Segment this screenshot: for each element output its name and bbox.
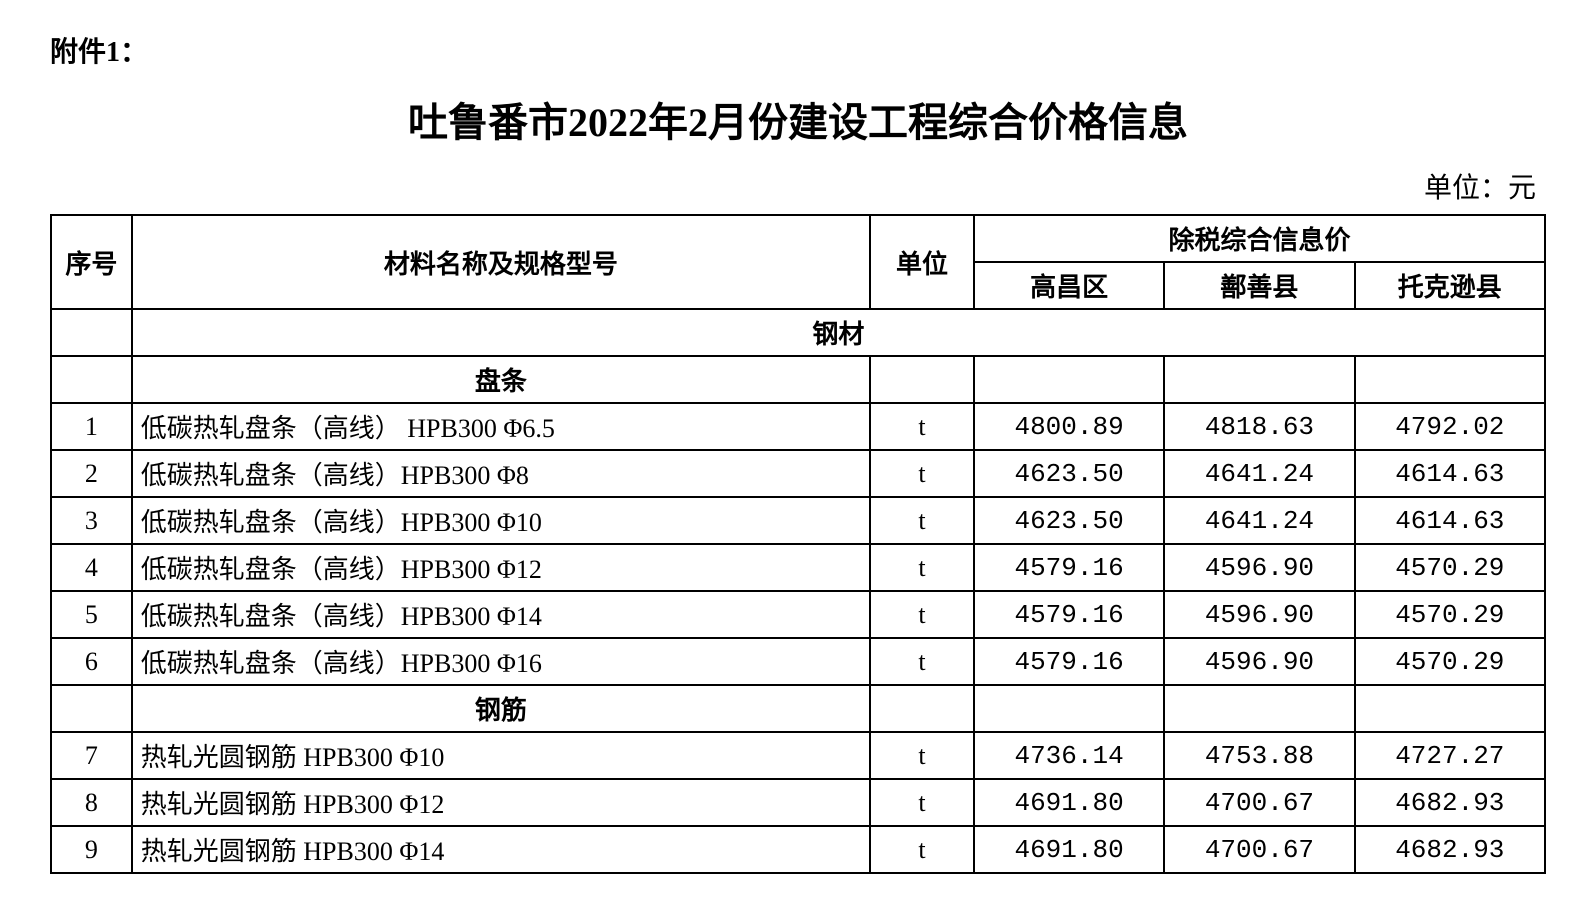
table-row: 6 低碳热轧盘条（高线）HPB300 Φ16 t 4579.16 4596.90… [51,638,1545,685]
category-seq-empty [51,309,132,356]
cell-price-shanshan: 4753.88 [1164,732,1354,779]
cell-price-gaochang: 4691.80 [974,779,1164,826]
cell-unit: t [870,403,974,450]
cell-price-shanshan: 4596.90 [1164,638,1354,685]
cell-price-gaochang: 4579.16 [974,638,1164,685]
cell-unit: t [870,779,974,826]
attachment-label: 附件1： [50,30,1546,70]
category-row-steel: 钢材 [51,309,1545,356]
cell-name: 低碳热轧盘条（高线）HPB300 Φ14 [132,591,870,638]
cell-unit: t [870,638,974,685]
cell-price-shanshan: 4641.24 [1164,497,1354,544]
header-price-group: 除税综合信息价 [974,215,1545,262]
cell-price-shanshan: 4596.90 [1164,591,1354,638]
table-row: 2 低碳热轧盘条（高线）HPB300 Φ8 t 4623.50 4641.24 … [51,450,1545,497]
table-row: 4 低碳热轧盘条（高线）HPB300 Φ12 t 4579.16 4596.90… [51,544,1545,591]
cell-unit: t [870,497,974,544]
table-row: 7 热轧光圆钢筋 HPB300 Φ10 t 4736.14 4753.88 47… [51,732,1545,779]
price-table: 序号 材料名称及规格型号 单位 除税综合信息价 高昌区 鄯善县 托克逊县 钢材 … [50,214,1546,874]
cell-seq: 7 [51,732,132,779]
cell-name: 低碳热轧盘条（高线）HPB300 Φ16 [132,638,870,685]
cell-unit: t [870,450,974,497]
cell-unit: t [870,732,974,779]
subcat-p3-empty [1355,356,1545,403]
cell-price-gaochang: 4579.16 [974,544,1164,591]
subcategory-row-gangjin: 钢筋 [51,685,1545,732]
cell-price-tuokexun: 4570.29 [1355,591,1545,638]
cell-seq: 8 [51,779,132,826]
cell-price-gaochang: 4800.89 [974,403,1164,450]
cell-seq: 3 [51,497,132,544]
cell-price-shanshan: 4700.67 [1164,826,1354,873]
unit-label: 单位：元 [50,166,1546,206]
cell-seq: 2 [51,450,132,497]
subcategory-row-pantiao: 盘条 [51,356,1545,403]
cell-price-shanshan: 4818.63 [1164,403,1354,450]
cell-name: 低碳热轧盘条（高线）HPB300 Φ8 [132,450,870,497]
cell-seq: 1 [51,403,132,450]
cell-price-gaochang: 4691.80 [974,826,1164,873]
table-row: 1 低碳热轧盘条（高线） HPB300 Φ6.5 t 4800.89 4818.… [51,403,1545,450]
cell-price-shanshan: 4641.24 [1164,450,1354,497]
cell-price-gaochang: 4736.14 [974,732,1164,779]
header-tuokexun: 托克逊县 [1355,262,1545,309]
subcat-unit-empty [870,356,974,403]
cell-price-shanshan: 4596.90 [1164,544,1354,591]
header-gaochang: 高昌区 [974,262,1164,309]
cell-unit: t [870,591,974,638]
cell-price-tuokexun: 4727.27 [1355,732,1545,779]
header-unit: 单位 [870,215,974,309]
subcat-p1-empty [974,685,1164,732]
subcat-p3-empty [1355,685,1545,732]
cell-name: 低碳热轧盘条（高线）HPB300 Φ10 [132,497,870,544]
cell-name: 热轧光圆钢筋 HPB300 Φ14 [132,826,870,873]
cell-price-gaochang: 4579.16 [974,591,1164,638]
subcat-seq-empty [51,356,132,403]
cell-name: 热轧光圆钢筋 HPB300 Φ10 [132,732,870,779]
cell-price-tuokexun: 4682.93 [1355,826,1545,873]
cell-name: 低碳热轧盘条（高线） HPB300 Φ6.5 [132,403,870,450]
header-name: 材料名称及规格型号 [132,215,870,309]
subcat-p2-empty [1164,356,1354,403]
subcat-unit-empty [870,685,974,732]
subcategory-label: 盘条 [132,356,870,403]
cell-seq: 4 [51,544,132,591]
cell-price-shanshan: 4700.67 [1164,779,1354,826]
header-seq: 序号 [51,215,132,309]
subcat-p2-empty [1164,685,1354,732]
category-label: 钢材 [132,309,1545,356]
cell-seq: 5 [51,591,132,638]
cell-price-gaochang: 4623.50 [974,450,1164,497]
subcat-seq-empty [51,685,132,732]
cell-price-tuokexun: 4570.29 [1355,638,1545,685]
table-row: 9 热轧光圆钢筋 HPB300 Φ14 t 4691.80 4700.67 46… [51,826,1545,873]
cell-price-tuokexun: 4570.29 [1355,544,1545,591]
cell-seq: 6 [51,638,132,685]
table-header-row: 序号 材料名称及规格型号 单位 除税综合信息价 [51,215,1545,262]
header-shanshan: 鄯善县 [1164,262,1354,309]
subcategory-label: 钢筋 [132,685,870,732]
cell-price-tuokexun: 4614.63 [1355,450,1545,497]
subcat-p1-empty [974,356,1164,403]
cell-unit: t [870,544,974,591]
table-row: 5 低碳热轧盘条（高线）HPB300 Φ14 t 4579.16 4596.90… [51,591,1545,638]
cell-price-tuokexun: 4614.63 [1355,497,1545,544]
table-row: 8 热轧光圆钢筋 HPB300 Φ12 t 4691.80 4700.67 46… [51,779,1545,826]
cell-price-gaochang: 4623.50 [974,497,1164,544]
cell-name: 热轧光圆钢筋 HPB300 Φ12 [132,779,870,826]
cell-unit: t [870,826,974,873]
cell-price-tuokexun: 4792.02 [1355,403,1545,450]
cell-seq: 9 [51,826,132,873]
page-title: 吐鲁番市2022年2月份建设工程综合价格信息 [50,90,1546,148]
table-row: 3 低碳热轧盘条（高线）HPB300 Φ10 t 4623.50 4641.24… [51,497,1545,544]
cell-price-tuokexun: 4682.93 [1355,779,1545,826]
cell-name: 低碳热轧盘条（高线）HPB300 Φ12 [132,544,870,591]
